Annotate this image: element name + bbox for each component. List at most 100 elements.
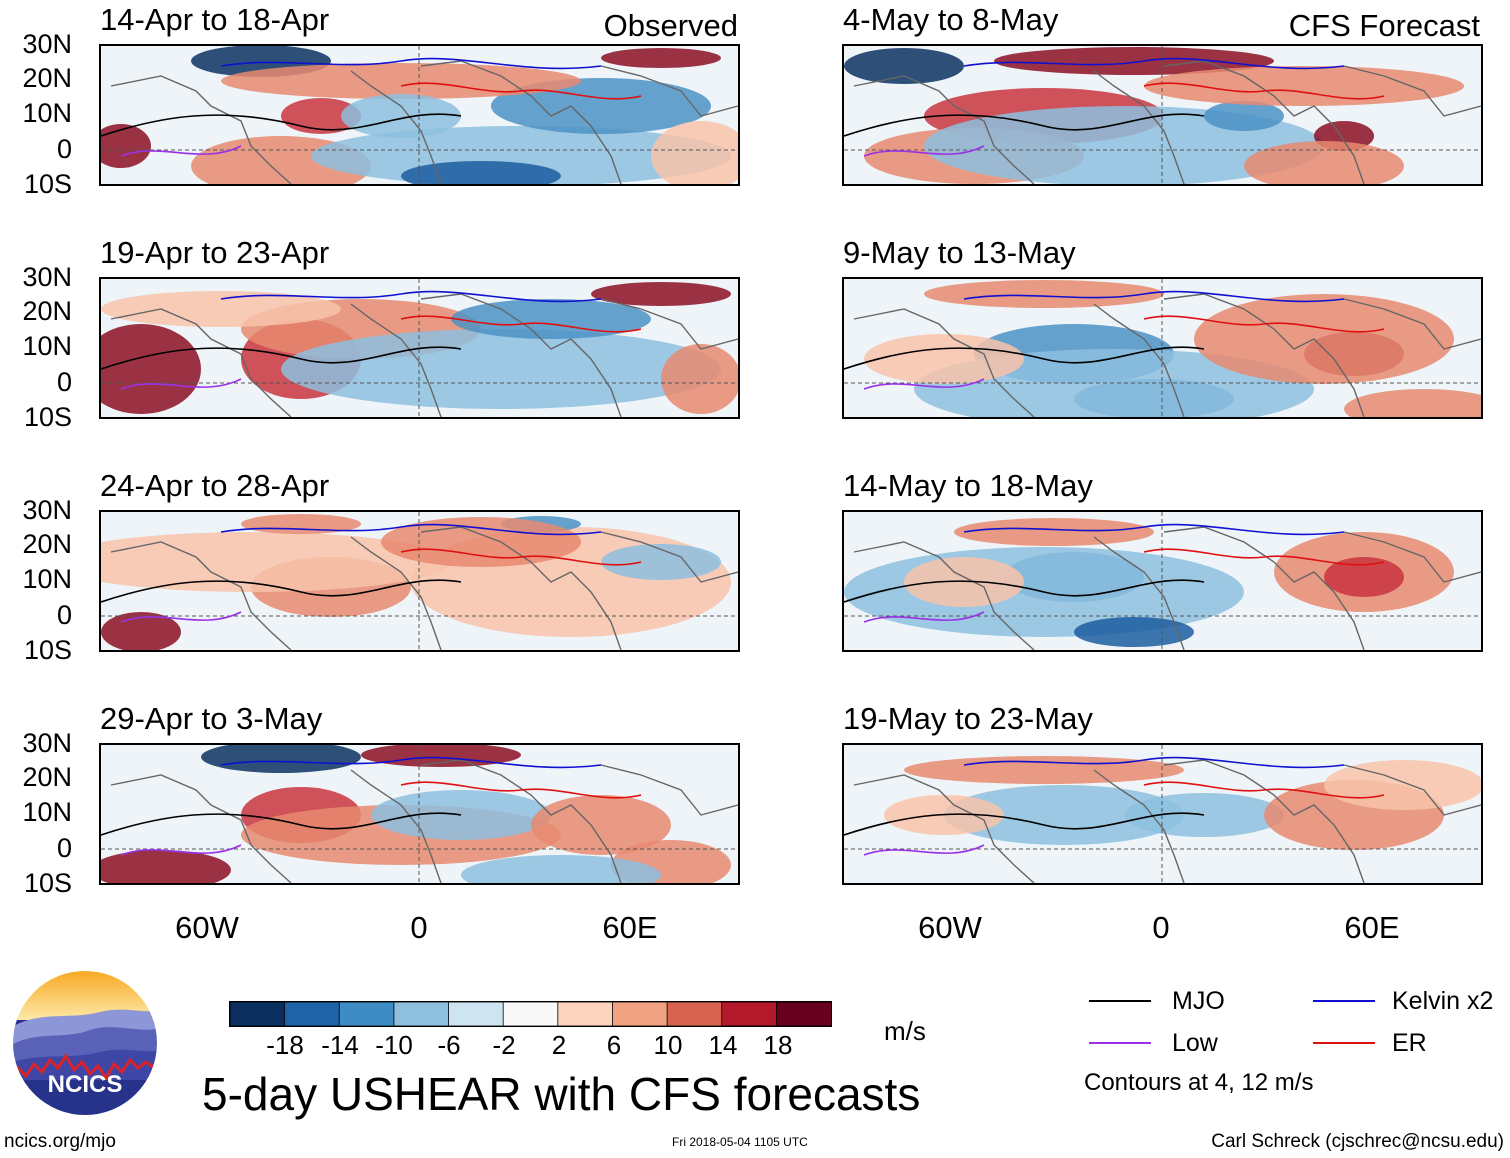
wave-contour: [963, 290, 1345, 303]
legend-label-mjo: MJO: [1172, 987, 1225, 1015]
colorbar-swatches: [230, 1002, 831, 1026]
wave-contour: [844, 113, 1205, 137]
map-panel-fcst-4: [842, 743, 1483, 885]
map-field: [844, 512, 1481, 650]
shear-anomaly-area: [844, 48, 964, 84]
shear-anomaly-area: [1324, 760, 1481, 810]
wave-contour: [1143, 781, 1385, 799]
lat-label: 0: [56, 600, 72, 630]
lat-label: 10N: [22, 98, 72, 128]
legend-swatch-mjo: [1089, 1000, 1151, 1002]
shear-anomaly-area: [281, 329, 721, 409]
observed-tag: Observed: [603, 8, 738, 43]
wave-contour: [120, 611, 242, 623]
shear-anomaly-area: [601, 544, 721, 580]
colorbar-swatch: [284, 1002, 341, 1026]
lon-label: 60W: [918, 910, 982, 945]
colorbar-swatch: [557, 1002, 614, 1026]
shear-anomaly-area: [1074, 617, 1194, 647]
panel-title-obs-4: 29-Apr to 3-May: [100, 701, 323, 736]
wave-contour: [101, 346, 462, 370]
lat-label: 20N: [22, 63, 72, 93]
footer-url: ncics.org/mjo: [4, 1131, 116, 1152]
shear-anomaly-area: [341, 94, 461, 138]
main-title: 5-day USHEAR with CFS forecasts: [202, 1068, 921, 1120]
panel-title-fcst-3: 14-May to 18-May: [843, 468, 1093, 503]
colorbar-swatch: [502, 1002, 559, 1026]
lat-label: 30N: [22, 728, 72, 758]
wave-contour: [400, 82, 642, 100]
wave-contour: [220, 523, 602, 536]
wave-contour: [844, 812, 1205, 836]
coastlines: [110, 60, 738, 184]
shear-anomaly-area: [201, 745, 361, 773]
coastlines: [853, 759, 1481, 883]
wave-contour: [963, 523, 1345, 536]
map-field: [844, 745, 1481, 883]
colorbar-label: -18: [266, 1030, 304, 1060]
legend-swatch-low: [1089, 1042, 1151, 1044]
colorbar-label: -2: [492, 1030, 516, 1060]
wave-contour: [400, 315, 642, 333]
colorbar-label: 2: [551, 1030, 567, 1060]
colorbar-label: 18: [763, 1030, 793, 1060]
shear-anomaly-area: [381, 517, 581, 567]
map-panel-fcst-2: [842, 277, 1483, 419]
shear-anomaly-area: [1344, 389, 1481, 417]
shear-anomaly-area: [101, 291, 341, 327]
lat-label: 0: [56, 833, 72, 863]
colorbar-swatch: [230, 1002, 286, 1026]
colorbar-swatch: [393, 1002, 450, 1026]
map-field: [101, 46, 738, 184]
shear-anomaly-area: [661, 344, 738, 414]
colorbar-label: -10: [375, 1030, 413, 1060]
shear-anomaly-area: [101, 324, 201, 414]
lat-label: 30N: [22, 262, 72, 292]
shear-anomaly-area: [601, 48, 721, 68]
wave-contour: [863, 145, 985, 157]
lat-label: 10N: [22, 564, 72, 594]
lon-label: 0: [1152, 910, 1170, 945]
map-panel-obs-2: [99, 277, 740, 419]
colorbar-label: 14: [708, 1030, 738, 1060]
wave-contour: [963, 756, 1345, 769]
legend-swatch-kelvin: [1313, 1000, 1375, 1002]
map-panel-obs-4: [99, 743, 740, 885]
colorbar-label: 6: [606, 1030, 622, 1060]
coastlines: [110, 759, 738, 883]
map-field: [844, 46, 1481, 184]
shear-anomaly-area: [1204, 101, 1284, 131]
lat-label: 10N: [22, 331, 72, 361]
colorbar-units: m/s: [884, 1016, 926, 1046]
colorbar-label: -14: [321, 1030, 359, 1060]
wave-contour: [101, 579, 462, 603]
lat-label: 30N: [22, 29, 72, 59]
lat-label: 30N: [22, 495, 72, 525]
wave-contour: [1143, 82, 1385, 100]
shear-anomaly-area: [281, 98, 361, 134]
shear-anomaly-area: [1324, 557, 1404, 597]
lat-label: 20N: [22, 296, 72, 326]
colorbar-swatch: [666, 1002, 723, 1026]
logo-text: NCICS: [48, 1071, 123, 1098]
wave-contour: [400, 548, 642, 566]
shear-anomaly-area: [531, 795, 671, 855]
coastlines: [853, 60, 1481, 184]
legend-label-er: ER: [1392, 1029, 1427, 1057]
map-field: [101, 512, 738, 650]
shear-anomaly-area: [401, 161, 561, 184]
shear-anomaly-area: [451, 299, 651, 339]
shear-anomaly-area: [101, 124, 151, 168]
lat-label: 0: [56, 367, 72, 397]
panel-title-obs-1: 14-Apr to 18-Apr: [100, 2, 330, 37]
shear-anomaly-area: [1194, 294, 1454, 384]
cfs-forecast-tag: CFS Forecast: [1288, 8, 1480, 43]
colorbar-label: -6: [437, 1030, 461, 1060]
shear-anomaly-area: [101, 850, 231, 883]
lat-label: 10S: [23, 635, 72, 665]
wave-contour: [1143, 548, 1385, 566]
shear-anomaly-area: [491, 78, 711, 134]
ncics-logo-graphic: NCICS: [11, 969, 159, 1117]
panel-title-fcst-2: 9-May to 13-May: [843, 235, 1076, 270]
shear-anomaly-area: [651, 121, 738, 184]
